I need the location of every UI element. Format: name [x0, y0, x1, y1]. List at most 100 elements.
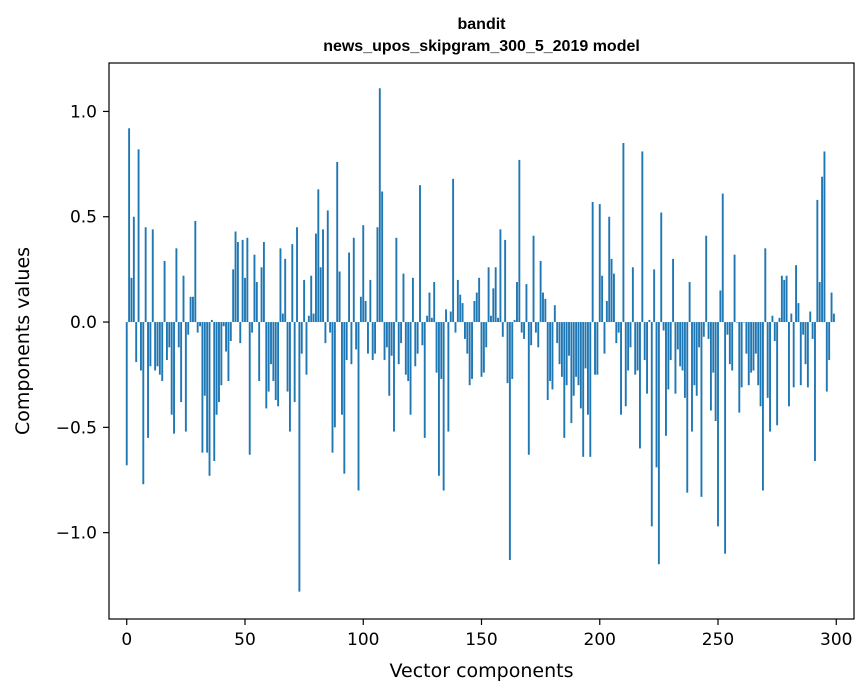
bar-component-79	[312, 313, 315, 323]
bar-component-229	[667, 322, 670, 390]
bar-component-278	[783, 279, 786, 323]
bar-component-259	[738, 322, 741, 413]
bar-component-106	[376, 227, 379, 323]
bar-component-275	[776, 322, 779, 426]
bar-component-44	[229, 322, 232, 341]
bar-component-239	[691, 322, 693, 432]
bar-component-288	[806, 322, 809, 388]
bar-component-207	[615, 322, 618, 344]
bar-component-63	[274, 322, 277, 400]
bar-component-53	[251, 322, 254, 333]
bar-component-67	[284, 258, 287, 323]
bar-component-93	[345, 322, 348, 360]
bar-component-9	[147, 322, 149, 438]
bar-component-170	[527, 322, 530, 455]
bar-component-73	[298, 322, 301, 592]
bar-component-277	[780, 275, 783, 323]
bar-component-198	[594, 322, 596, 375]
bar-component-182	[556, 322, 559, 344]
y-tick-label: 1.0	[70, 102, 97, 122]
bar-component-161	[506, 322, 509, 384]
bar-component-33	[203, 322, 206, 396]
bar-component-224	[655, 322, 658, 468]
bar-component-2	[130, 277, 133, 323]
bar-component-101	[364, 300, 367, 323]
bar-component-158	[499, 229, 502, 323]
bar-component-234	[679, 322, 682, 367]
bar-component-176	[542, 292, 544, 323]
bar-component-227	[662, 322, 665, 331]
bar-component-295	[823, 151, 826, 323]
bar-component-97	[355, 322, 358, 350]
x-tick-label: 250	[702, 630, 734, 650]
bar-component-71	[293, 322, 296, 403]
bar-component-58	[262, 242, 265, 323]
bar-component-36	[210, 319, 213, 323]
bar-component-168	[523, 322, 526, 339]
bar-component-118	[404, 322, 407, 375]
x-tick-label: 100	[347, 630, 379, 650]
bar-component-238	[688, 282, 691, 323]
bar-component-280	[788, 322, 790, 407]
bar-component-206	[613, 273, 615, 323]
bar-component-299	[832, 313, 835, 323]
bar-component-128	[428, 292, 431, 323]
bar-component-233	[676, 322, 679, 350]
bar-component-255	[728, 322, 731, 365]
bar-component-151	[482, 322, 485, 373]
bar-component-54	[253, 254, 256, 323]
bar-component-256	[731, 322, 734, 371]
bar-component-165	[516, 282, 518, 323]
bar-component-215	[634, 322, 637, 375]
bar-component-185	[563, 322, 566, 438]
bar-component-55	[255, 282, 258, 323]
bar-component-286	[802, 322, 805, 335]
bar-component-265	[752, 322, 755, 371]
bar-component-131	[435, 322, 438, 373]
bar-component-201	[601, 275, 604, 323]
bar-component-135	[445, 309, 447, 323]
bar-component-123	[416, 322, 419, 354]
y-tick-label: 0.0	[70, 313, 97, 333]
bar-component-77	[307, 315, 310, 323]
bar-component-159	[501, 322, 504, 337]
bar-component-85	[326, 210, 329, 323]
bar-component-177	[544, 298, 547, 323]
y-tick-label: −0.5	[56, 418, 97, 438]
bar-component-193	[582, 322, 585, 457]
bar-component-139	[454, 322, 457, 333]
bar-component-99	[359, 296, 362, 323]
bar-component-264	[750, 322, 753, 373]
bar-component-80	[315, 233, 317, 323]
bar-component-56	[258, 322, 261, 382]
bar-component-125	[421, 322, 424, 346]
bar-component-184	[560, 322, 563, 377]
bar-component-18	[168, 322, 171, 348]
bar-component-15	[161, 322, 164, 382]
bar-component-285	[799, 322, 802, 386]
bar-component-150	[480, 322, 483, 377]
bar-component-210	[622, 143, 625, 323]
bar-component-141	[459, 294, 462, 323]
bar-component-41	[222, 322, 225, 327]
bar-component-82	[319, 267, 322, 323]
y-tick-label: −1.0	[56, 524, 97, 544]
bar-component-121	[411, 277, 414, 323]
bar-component-291	[814, 322, 816, 462]
bar-component-266	[754, 322, 757, 354]
bar-component-76	[305, 322, 308, 375]
bar-component-86	[329, 322, 332, 333]
bar-component-65	[279, 248, 282, 323]
bar-component-157	[497, 317, 499, 323]
bar-component-172	[532, 235, 535, 323]
bar-component-29	[194, 220, 197, 323]
bar-component-91	[341, 322, 343, 415]
bar-component-180	[551, 322, 554, 390]
bar-component-117	[402, 273, 405, 323]
bar-component-22	[177, 322, 180, 348]
bar-component-246	[707, 322, 710, 339]
bar-component-178	[546, 322, 549, 400]
bar-component-35	[208, 322, 211, 476]
bar-component-297	[828, 322, 831, 360]
bar-component-283	[795, 265, 797, 323]
